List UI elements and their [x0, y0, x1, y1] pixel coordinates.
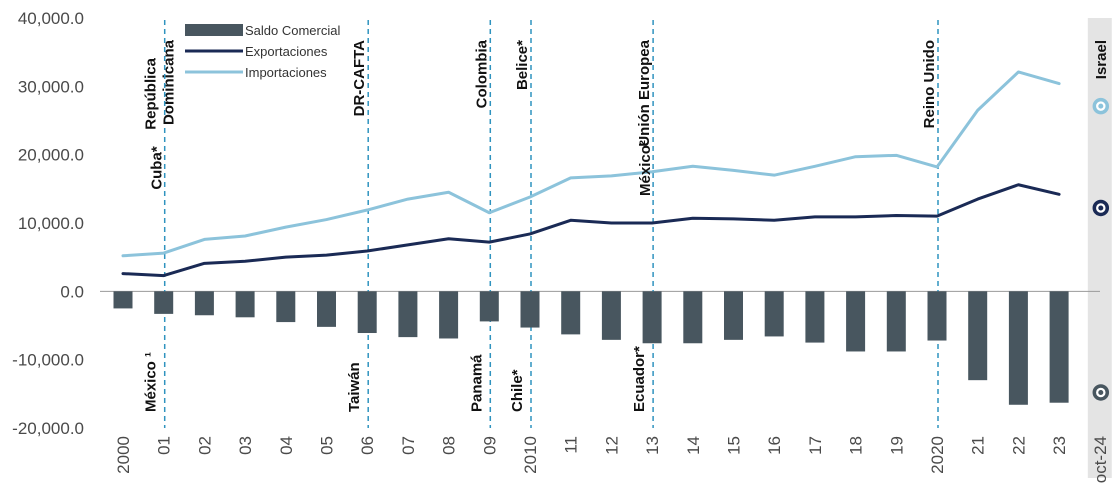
- agreement-label: Taiwán: [346, 362, 363, 412]
- agreement-label: Israel: [1093, 40, 1110, 79]
- bar-09: [479, 291, 499, 322]
- bar-15: [724, 291, 743, 340]
- line-importaciones: [121, 70, 1061, 258]
- bar-12: [601, 291, 621, 340]
- bar-22: [1008, 291, 1028, 405]
- x-tick-label: 22: [1009, 436, 1028, 455]
- legend: Saldo Comercial Exportaciones Importacione…: [185, 23, 340, 80]
- agreement-label: Belice*: [514, 40, 531, 90]
- x-tick-label: 06: [358, 436, 377, 455]
- bar-02: [194, 291, 214, 316]
- bar-08: [439, 291, 459, 339]
- bar-23: [1049, 291, 1069, 403]
- y-tick-label: 30,000.0: [18, 77, 84, 96]
- x-tick-label: 03: [236, 436, 255, 455]
- bar-2010: [520, 291, 540, 328]
- x-tick-label: 15: [725, 436, 744, 455]
- agreement-labels: República Dominicana Cuba* México ¹ DR-CAFTA…: [143, 39, 1110, 412]
- x-tick-label: 2020: [928, 436, 947, 474]
- agreement-lines: [163, 20, 939, 428]
- legend-swatch-saldo comercial: [185, 24, 243, 36]
- bar-13: [642, 291, 662, 344]
- agreement-label: Dominicana: [161, 39, 178, 125]
- y-tick-label: -20,000.0: [12, 419, 84, 438]
- line-series: [121, 70, 1061, 278]
- last-period-markers: [1092, 97, 1110, 401]
- shade-layer: [1087, 18, 1112, 478]
- x-tick-label: 11: [562, 436, 581, 454]
- x-tick-label: 18: [847, 436, 866, 455]
- x-tick-label: 2000: [114, 436, 133, 474]
- last-period-shade: [1087, 18, 1112, 478]
- bar-21: [968, 291, 988, 381]
- bar-01: [154, 291, 174, 314]
- x-tick-label: 04: [277, 436, 296, 455]
- x-tick-label: 02: [195, 436, 214, 455]
- x-tick-label: 07: [399, 436, 418, 455]
- bar-04: [276, 291, 296, 323]
- marker-dot: [1098, 205, 1104, 211]
- agreement-label: Reino Unido: [921, 40, 938, 128]
- agreement-label: Cuba*: [149, 146, 166, 190]
- marker-dot: [1098, 389, 1104, 395]
- bar-03: [235, 291, 255, 318]
- x-tick-label: 01: [155, 436, 174, 455]
- marker-dot: [1098, 103, 1104, 109]
- x-tick-label: 16: [765, 436, 784, 455]
- legend-label: Saldo Comercial: [245, 23, 340, 38]
- bar-16: [764, 291, 784, 337]
- bar-05: [317, 291, 336, 327]
- x-tick-label: 08: [440, 436, 459, 455]
- bar-14: [683, 291, 703, 344]
- x-tick-label: 13: [643, 436, 662, 455]
- bar-18: [846, 291, 866, 352]
- bar-series: [113, 291, 1069, 405]
- line-exportaciones: [121, 183, 1061, 278]
- x-tick-label: 17: [806, 436, 825, 455]
- x-tick-label: 12: [602, 436, 621, 455]
- x-tick-label: 05: [318, 436, 337, 455]
- agreement-label: Ecuador*: [631, 346, 648, 412]
- x-tick-label: 2010: [521, 436, 540, 474]
- bar-06: [357, 291, 377, 334]
- x-tick-label: 21: [969, 436, 988, 455]
- y-tick-label: 10,000.0: [18, 214, 84, 233]
- bar-11: [561, 291, 581, 335]
- x-tick-label: 14: [684, 436, 703, 455]
- bar-19: [886, 291, 906, 352]
- agreement-label: Unión Europea: [636, 39, 653, 146]
- x-tick-label: 23: [1050, 436, 1069, 455]
- x-tick-label: 09: [480, 436, 499, 455]
- y-tick-label: 0.0: [60, 282, 84, 301]
- legend-label: Importaciones: [245, 65, 327, 80]
- agreement-label: Panamá: [468, 354, 485, 412]
- agreement-label: México ¹: [143, 352, 160, 412]
- y-tick-label: -10,000.0: [12, 351, 84, 370]
- bar-2020: [927, 291, 947, 341]
- y-tick-label: 40,000.0: [18, 9, 84, 28]
- agreement-label: Chile*: [509, 369, 526, 412]
- bar-07: [398, 291, 418, 338]
- legend-label: Exportaciones: [245, 44, 328, 59]
- agreement-label: DR-CAFTA: [351, 40, 368, 117]
- x-axis: 2000 01 02 03 04 05 06 07 08 09 2010 11 12 13 14 15 16 17…: [114, 436, 1110, 483]
- agreement-label: Colombia: [473, 39, 490, 108]
- y-tick-label: 20,000.0: [18, 146, 84, 165]
- agreement-label: México²: [637, 140, 654, 196]
- x-tick-label: oct-24: [1091, 436, 1110, 483]
- bar-2000: [113, 291, 133, 309]
- agreement-label: República: [143, 57, 160, 129]
- x-tick-label: 19: [887, 436, 906, 455]
- bar-17: [805, 291, 825, 343]
